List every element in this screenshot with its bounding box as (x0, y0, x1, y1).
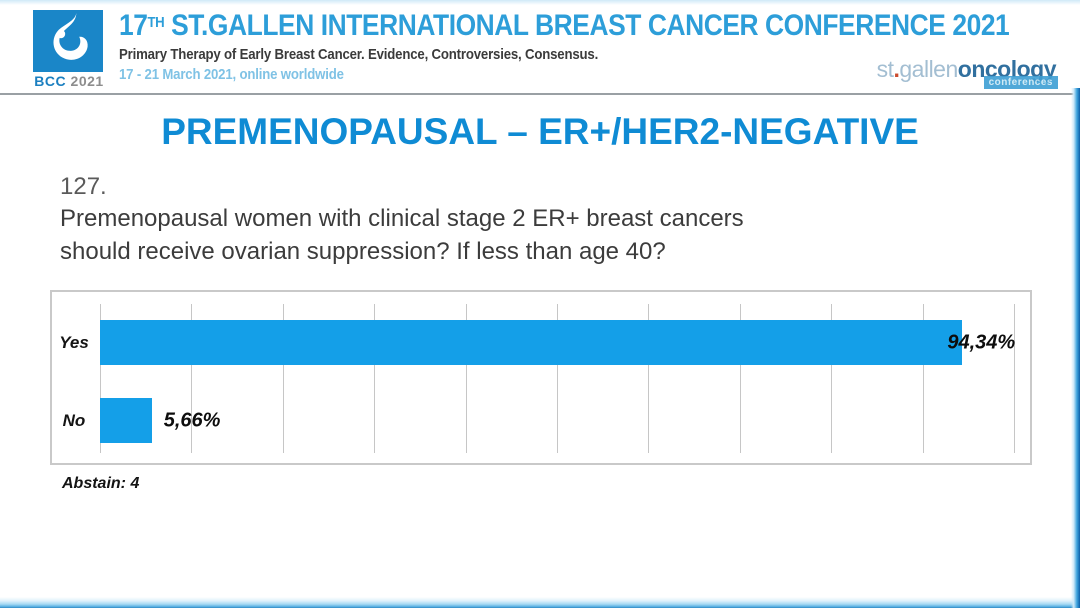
gridline (465, 304, 467, 454)
frame-bottom-edge (0, 597, 1080, 608)
conference-title-text: ST.GALLEN INTERNATIONAL BREAST CANCER CO… (171, 9, 1010, 42)
bcc-year: 2021 (70, 73, 104, 89)
header-text-block: 17TH ST.GALLEN INTERNATIONAL BREAST CANC… (119, 9, 1010, 83)
conference-header: BCC 2021 17TH ST.GALLEN INTERNATIONAL BR… (0, 0, 1080, 89)
bcc-abbr: BCC (34, 73, 67, 89)
gridline (739, 304, 741, 454)
question-line-2: should receive ovarian suppression? If l… (60, 238, 666, 266)
conference-subtitle: Primary Therapy of Early Breast Cancer. … (119, 45, 599, 63)
conference-title: 17TH ST.GALLEN INTERNATIONAL BREAST CANC… (119, 9, 1010, 42)
bar-yes (100, 320, 963, 366)
gridline (100, 304, 101, 454)
category-label-no: No (62, 410, 86, 430)
conference-number-suffix: TH (147, 13, 165, 31)
gridline (831, 304, 833, 454)
bcc-logo-icon (33, 10, 103, 72)
poll-results-chart: Yes 94,34% No 5,66% (50, 290, 1032, 466)
abstain-note: Abstain: 4 (62, 475, 140, 493)
brand-conferences-badge: conferences (983, 76, 1058, 89)
bcc-logo-caption: BCC 2021 (33, 73, 105, 89)
category-label-yes: Yes (59, 332, 89, 352)
frame-top-edge (0, 0, 1080, 5)
header-divider (0, 93, 1080, 95)
gridline (1014, 304, 1015, 454)
frame-right-edge (1071, 88, 1080, 608)
gridline (557, 304, 558, 454)
gridline (374, 304, 376, 454)
gridline (922, 304, 924, 454)
brand-dot: . (893, 56, 900, 82)
plot-area: Yes 94,34% No 5,66% (59, 304, 1016, 454)
question-number: 127. (60, 173, 107, 200)
conference-number: 17 (119, 9, 148, 42)
gridline (282, 304, 284, 454)
question-block: 127. Premenopausal women with clinical s… (60, 171, 1040, 268)
bar-no (100, 398, 152, 444)
bcc-logo-block: BCC 2021 (33, 10, 105, 89)
gridline (191, 304, 193, 454)
brand-st: st (876, 56, 894, 82)
stgallen-oncology-logo: st.gallenoncology conferences (876, 56, 1058, 89)
gridline (648, 304, 650, 454)
question-line-1: Premenopausal women with clinical stage … (60, 205, 744, 233)
value-label-no: 5,66% (163, 409, 221, 432)
value-label-yes: 94,34% (947, 331, 1016, 354)
brand-gallen: gallen (899, 56, 958, 82)
conference-dates: 17 - 21 March 2021, online worldwide (119, 65, 344, 83)
slide-title: PREMENOPAUSAL – ER+/HER2-NEGATIVE (161, 111, 919, 152)
